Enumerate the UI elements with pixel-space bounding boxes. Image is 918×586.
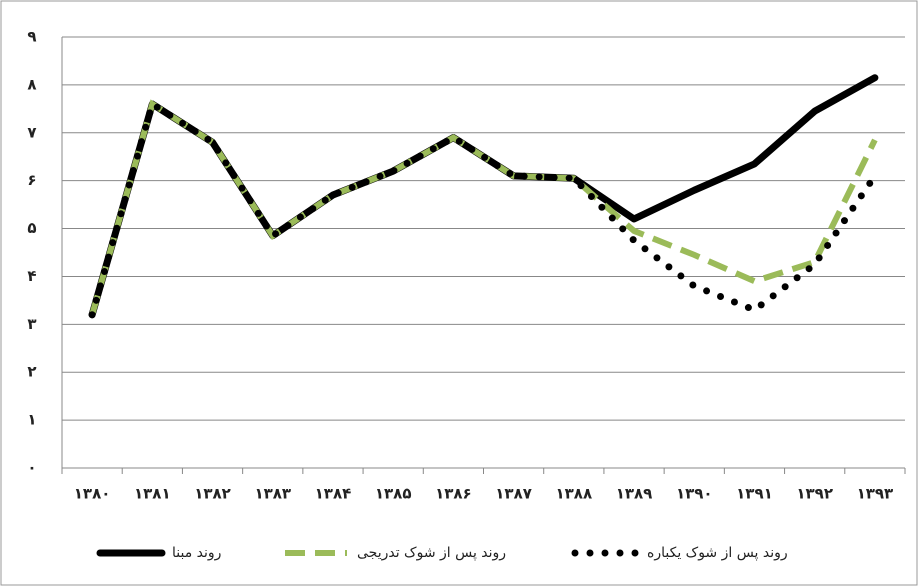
x-tick-label: ۱۳۸۱ (134, 485, 171, 503)
y-tick-label: ۹ (27, 28, 36, 46)
y-tick-label: ۶ (27, 171, 36, 189)
x-tick-label: ۱۳۹۲ (796, 485, 833, 503)
x-tick-label: ۱۳۸۷ (495, 485, 532, 503)
x-tick-label: ۱۳۸۸ (556, 485, 593, 503)
x-tick-label: ۱۳۹۱ (736, 485, 773, 503)
legend-label: روند پس از شوک تدریجی (357, 545, 506, 561)
x-tick-label: ۱۳۸۰ (74, 485, 111, 503)
y-tick-label: ۳ (27, 315, 36, 333)
x-tick-label: ۱۳۸۹ (616, 485, 653, 503)
x-tick-label: ۱۳۸۲ (194, 485, 231, 503)
x-tick-label: ۱۳۸۶ (435, 485, 472, 503)
y-tick-label: ۷ (27, 123, 36, 141)
x-tick-label: ۱۳۹۰ (676, 485, 713, 503)
y-tick-label: ۲ (27, 363, 36, 381)
x-tick-label: ۱۳۸۳ (254, 485, 291, 503)
y-tick-label: ۸ (27, 75, 36, 93)
x-tick-label: ۱۳۹۳ (857, 485, 894, 503)
y-tick-label: ۰ (27, 459, 36, 477)
legend-label: روند مبنا (172, 545, 221, 561)
y-tick-label: ۱ (27, 411, 36, 429)
x-tick-label: ۱۳۸۴ (315, 485, 352, 503)
y-tick-label: ۴ (27, 267, 36, 285)
series-line (88, 98, 879, 319)
legend-label: روند پس از شوک یکباره (647, 545, 788, 561)
x-tick-label: ۱۳۸۵ (375, 485, 412, 503)
y-tick-label: ۵ (27, 219, 36, 237)
